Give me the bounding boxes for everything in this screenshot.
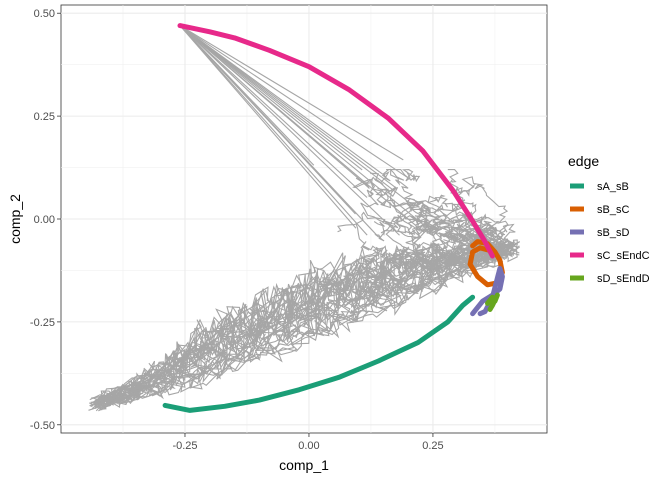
axes: -0.25 0.00 0.25 -0.50 -0.25 0.00 0.25 0.50	[30, 8, 444, 452]
x-axis-title: comp_1	[279, 457, 329, 473]
series-line-sA_sB	[162, 294, 476, 413]
legend-label-sB_sD: sB_sD	[597, 227, 629, 239]
series-line-sB_sD	[470, 265, 505, 317]
legend-label-sC_sEndC: sC_sEndC	[597, 250, 650, 262]
background-trajectory	[361, 248, 443, 278]
background-trajectory	[179, 25, 427, 228]
series-lines	[162, 23, 505, 413]
background-trajectory	[179, 25, 363, 171]
background-trajectory	[179, 25, 368, 236]
y-tick-label: 0.50	[34, 8, 55, 20]
y-tick-label: 0.25	[34, 111, 55, 123]
legend-label-sD_sEndD: sD_sEndD	[597, 273, 650, 285]
background-trajectory	[179, 25, 421, 230]
background-trajectories	[88, 25, 521, 412]
y-tick-label: -0.25	[30, 317, 55, 329]
background-trajectory	[415, 211, 500, 258]
series-line-sD_sEndD	[485, 292, 500, 312]
background-trajectory	[379, 169, 476, 243]
background-trajectory	[93, 242, 519, 406]
background-trajectory	[179, 25, 400, 236]
legend-label-sB_sC: sB_sC	[597, 204, 629, 216]
background-trajectory	[353, 242, 444, 270]
legend-label-sA_sB: sA_sB	[597, 181, 629, 193]
background-trajectory	[398, 199, 485, 243]
y-tick-label: -0.50	[30, 420, 55, 432]
background-trajectory	[96, 241, 513, 406]
y-tick-label: 0.00	[34, 214, 55, 226]
background-trajectory	[179, 25, 368, 198]
background-trajectory	[179, 25, 415, 207]
background-trajectory	[179, 25, 384, 175]
background-trajectory	[355, 223, 468, 274]
background-trajectory	[94, 242, 520, 411]
background-trajectory	[179, 25, 357, 229]
series-line-sC_sEndC	[177, 23, 495, 259]
x-tick-label: -0.25	[172, 440, 197, 452]
x-tick-label: 0.25	[422, 440, 443, 452]
legend: edge sA_sB sB_sC sB_sD sC_sEndC sD_sEndD	[568, 153, 650, 287]
background-trajectory	[100, 245, 509, 411]
background-trajectory	[179, 25, 410, 179]
y-axis-title: comp_2	[7, 194, 23, 244]
background-trajectory	[95, 246, 511, 409]
background-trajectory	[179, 25, 379, 238]
x-tick-label: 0.00	[298, 440, 319, 452]
background-trajectory	[179, 25, 404, 161]
legend-title: edge	[568, 153, 599, 169]
